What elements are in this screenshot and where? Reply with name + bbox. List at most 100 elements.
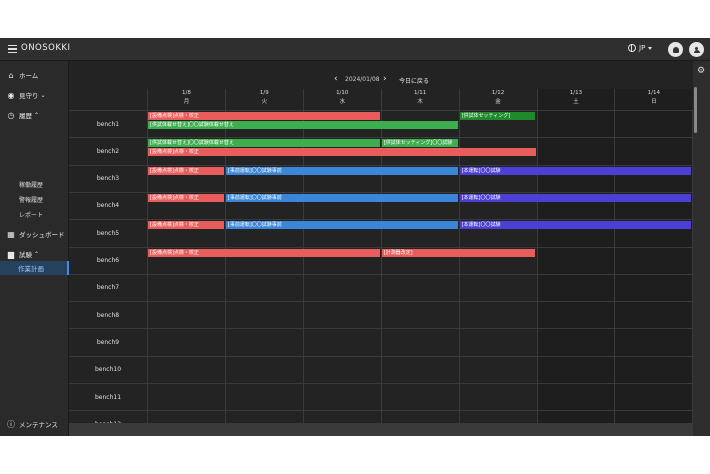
task-bar[interactable]: [設備点検]点検・校正 (148, 193, 224, 202)
chevron-down-icon: ⌄ (40, 91, 46, 99)
task-bar[interactable]: [事前運転]〇〇試験事前 (225, 221, 458, 230)
row-label: bench6 (69, 246, 147, 274)
day-date: 1/13 (569, 90, 583, 96)
info-icon: ⓘ (7, 419, 15, 429)
language-label: JP (639, 44, 646, 52)
day-header: 1/13 土 (536, 89, 615, 110)
day-date: 1/8 (182, 90, 191, 96)
sidebar-item-home[interactable]: ⌂ ホーム (0, 68, 69, 82)
current-date: 2024/01/08 (345, 76, 380, 83)
horizontal-scrollbar-area[interactable] (69, 423, 693, 436)
row-label: bench9 (69, 328, 147, 355)
sidebar-item-label: ダッシュボード (19, 231, 65, 239)
sidebar-subitem-alarm-history[interactable]: 警報履歴 (19, 197, 44, 204)
user-button[interactable] (689, 42, 704, 57)
sidebar-item-label: 試験 (19, 251, 32, 259)
task-bar[interactable]: [設備点検]点検・校正 (148, 221, 224, 230)
task-bar[interactable]: [本運転]〇〇試験 (459, 221, 692, 230)
sidebar-item-test[interactable]: ▆ 試験 ⌃ (0, 247, 69, 261)
row-divider (147, 137, 693, 139)
bell-icon (672, 46, 679, 53)
sidebar-item-dashboard[interactable]: ▦ ダッシュボード (0, 227, 69, 241)
grid-icon: ▦ (7, 229, 15, 239)
row-label: bench4 (69, 191, 147, 219)
column-divider (302, 110, 304, 423)
chevron-up-icon: ⌃ (34, 250, 40, 258)
sidebar-item-label: メンテナンス (19, 421, 58, 429)
sidebar-subitem-report[interactable]: レポート (19, 212, 44, 219)
vertical-scrollbar[interactable] (694, 87, 697, 133)
row-label: bench1 (69, 110, 147, 137)
sidebar-subitem-work-plan[interactable]: 作業計画 (0, 261, 69, 275)
column-divider (692, 110, 694, 423)
task-bar[interactable]: [事前運転]〇〇試験事前 (225, 193, 458, 202)
sidebar: ⌂ ホーム ◉ 見守り ⌄ ◷ 履歴 ⌃ 稼働履歴 警報履歴 レポート ▦ ダッ… (0, 61, 69, 436)
globe-icon (628, 44, 636, 52)
sidebar-item-monitor[interactable]: ◉ 見守り ⌄ (0, 88, 69, 102)
day-header: 1/9 火 (224, 89, 303, 110)
day-of-week: 火 (261, 99, 268, 105)
sidebar-item-maintenance[interactable]: ⓘ メンテナンス (0, 417, 69, 431)
task-bar[interactable]: [設備点検]点検・校正 (148, 248, 380, 257)
task-bar[interactable]: [本運転]〇〇試験 (459, 166, 692, 175)
column-divider (458, 110, 460, 423)
schedule-grid: 1/8 月 1/9 火 1/10 水 1/11 木 1/12 金 1/13 土 1/14 日 bench1 b… (69, 89, 694, 436)
task-bar[interactable]: [供試体載せ替え]〇〇試験体載せ替え (148, 121, 458, 129)
task-bar[interactable]: [設備点検]点検・校正 (148, 112, 380, 120)
day-date: 1/9 (259, 90, 269, 96)
row-divider (147, 301, 693, 303)
task-bar[interactable]: [設備点検]点検・校正 (148, 166, 224, 175)
clock-icon: ◷ (7, 110, 15, 120)
task-bar[interactable]: [供試体セッティング]〇〇試験 (381, 139, 458, 148)
sidebar-item-label: 履歴 (19, 112, 32, 120)
day-of-week: 土 (573, 99, 579, 105)
next-week-button[interactable]: › (383, 74, 387, 84)
task-bar[interactable]: [供試体セッティング] (459, 112, 536, 120)
day-date: 1/11 (413, 90, 427, 96)
task-bar[interactable]: [本運転]〇〇試験 (459, 193, 692, 202)
row-label: bench7 (69, 273, 147, 301)
top-bar: ONOSOKKI JP (0, 38, 710, 61)
schedule-panel: ‹ 2024/01/08 › 今日に戻る 1/8 月 1/9 火 1/10 水 1/11 木 1… (69, 61, 694, 436)
sidebar-item-history[interactable]: ◷ 履歴 ⌃ (0, 108, 69, 122)
row-divider (147, 164, 693, 166)
day-header: 1/14 日 (614, 89, 692, 110)
day-header: 1/11 木 (380, 89, 459, 110)
language-selector[interactable]: JP (628, 44, 653, 52)
day-of-week: 木 (417, 99, 423, 105)
menu-icon[interactable] (8, 45, 17, 53)
sidebar-subitem-operation-history[interactable]: 稼働履歴 (19, 182, 44, 189)
row-label: bench8 (69, 301, 147, 328)
column-divider (224, 110, 226, 423)
day-date: 1/10 (336, 90, 349, 96)
task-bar[interactable]: [事前運転]〇〇試験事前 (225, 166, 458, 175)
gear-icon[interactable]: ⚙ (697, 66, 706, 76)
today-button[interactable]: 今日に戻る (399, 78, 430, 85)
day-header: 1/8 月 (147, 89, 225, 110)
eye-icon: ◉ (7, 90, 15, 100)
day-of-week: 水 (339, 99, 345, 105)
date-navigator: ‹ 2024/01/08 › 今日に戻る (69, 73, 693, 87)
row-label: bench2 (69, 137, 147, 164)
column-divider (380, 110, 382, 423)
sidebar-item-label: ホーム (19, 72, 39, 80)
day-header: 1/12 金 (458, 89, 537, 110)
task-bar[interactable]: [計測器改定] (381, 248, 536, 257)
folder-icon: ▆ (7, 249, 15, 259)
task-bar[interactable]: [設備点検]点検・校正 (148, 148, 536, 157)
app-window: ONOSOKKI JP ⌂ ホーム ◉ 見守り ⌄ ◷ 履歴 ⌃ 稼働履歴 警報… (0, 38, 710, 436)
day-of-week: 金 (495, 99, 501, 105)
notification-button[interactable] (668, 42, 683, 57)
right-strip: ⚙ (693, 61, 710, 436)
day-of-week: 月 (183, 99, 190, 105)
task-bar[interactable]: [供試体載せ替え]〇〇試験体載せ替え (148, 139, 380, 148)
prev-week-button[interactable]: ‹ (334, 74, 338, 84)
row-divider (147, 328, 693, 330)
day-of-week: 日 (651, 99, 657, 105)
row-divider (147, 410, 693, 412)
column-divider (614, 110, 616, 423)
row-label: bench11 (69, 383, 147, 410)
row-divider (147, 383, 693, 384)
weekend-column (536, 89, 615, 423)
chevron-down-icon (648, 46, 653, 50)
